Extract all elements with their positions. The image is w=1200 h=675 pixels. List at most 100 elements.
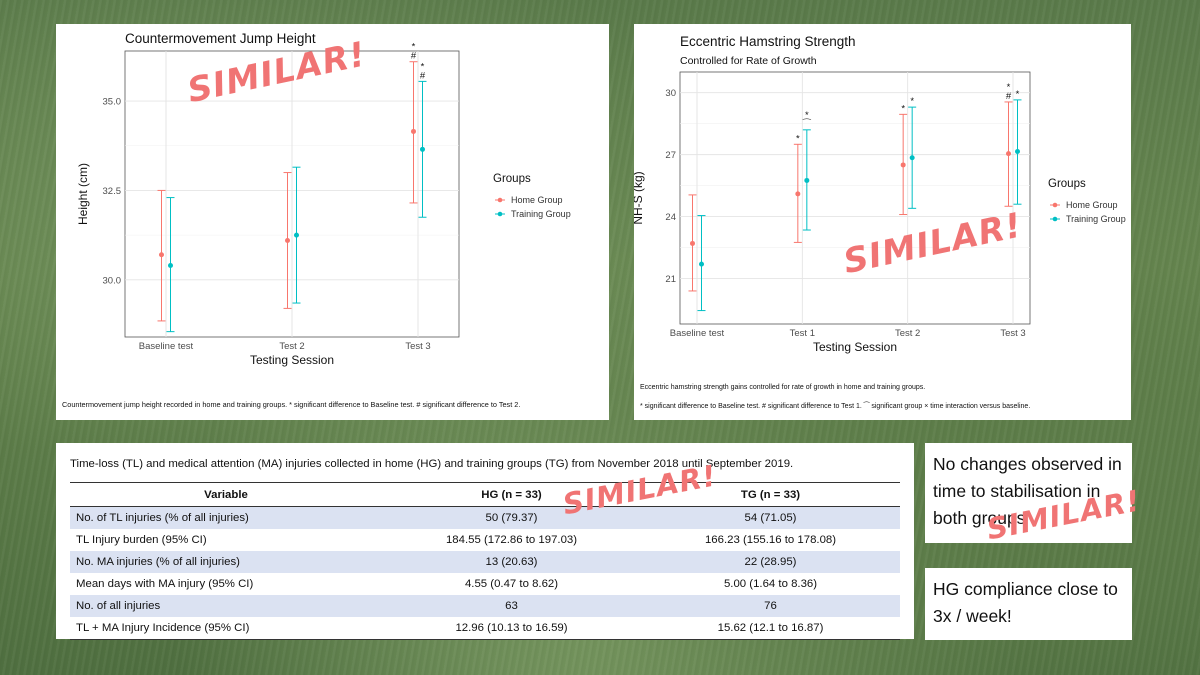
x-tick-label: Test 2 <box>895 328 920 339</box>
significance-mark: # <box>1006 91 1012 102</box>
data-point <box>690 240 695 246</box>
chart-title: Eccentric Hamstring Strength <box>680 34 856 49</box>
ehs-chart: Eccentric Hamstring Strength Controlled f… <box>634 34 1126 354</box>
data-point <box>1015 149 1020 155</box>
y-tick-label: 21 <box>665 274 676 285</box>
data-point <box>294 232 299 238</box>
significance-mark: * <box>1016 89 1020 100</box>
table-cell-tg: 5.00 (1.64 to 8.36) <box>723 578 818 590</box>
table-cell-tg: 54 (71.05) <box>641 506 900 529</box>
x-tick-label: Baseline test <box>139 341 194 352</box>
data-point <box>285 237 290 243</box>
data-point <box>699 261 704 267</box>
cmj-chart-panel: Countermovement Jump Height 30.0 32.5 35.0 B… <box>56 24 609 420</box>
table-row: Mean days with MA injury (95% CI) 4.55 (… <box>70 573 900 595</box>
injury-table: Variable HG (n = 33) TG (n = 33) No. of … <box>70 482 900 640</box>
table-cell-variable: No. MA injuries (% of all injuries) <box>70 551 382 573</box>
ehs-caption-2: * significant difference to Baseline tes… <box>640 403 1031 410</box>
x-tick-label: Baseline test <box>670 328 725 339</box>
x-axis-label: Testing Session <box>813 340 897 354</box>
table-row: No. MA injuries (% of all injuries) 13 (… <box>70 551 900 573</box>
significance-mark: # <box>411 51 417 62</box>
legend-entry: Training Group <box>511 209 571 219</box>
table-cell-variable: No. of all injuries <box>70 595 382 617</box>
table-cell-tg: 76 <box>641 595 900 617</box>
table-title: Time-loss (TL) and medical attention (MA… <box>70 458 794 470</box>
chart-title: Countermovement Jump Height <box>125 31 316 46</box>
table-cell-hg: 184.55 (172.86 to 197.03) <box>445 534 578 546</box>
data-point <box>411 128 416 134</box>
table-cell-hg: 50 (79.37) <box>382 506 641 529</box>
column-header-variable: Variable <box>70 482 382 507</box>
cmj-chart: Countermovement Jump Height 30.0 32.5 35.0 B… <box>76 31 571 367</box>
significance-mark: ⁀ <box>802 117 812 130</box>
ehs-caption-1: Eccentric hamstring strength gains contr… <box>640 384 926 391</box>
legend-swatch-point <box>497 197 503 203</box>
significance-mark: * <box>412 42 416 53</box>
table-cell-tg: 166.23 (155.16 to 178.08) <box>704 534 837 546</box>
table-cell-variable: TL Injury burden (95% CI) <box>76 534 207 546</box>
data-point <box>909 155 915 161</box>
legend-entry: Home Group <box>1066 200 1118 210</box>
x-tick-label: Test 3 <box>1000 328 1025 339</box>
data-point <box>1006 151 1011 157</box>
significance-mark: * <box>796 133 800 144</box>
y-axis-label: NH-S (kg) <box>634 171 645 224</box>
table-cell-variable: No. of TL injuries (% of all injuries) <box>70 506 382 529</box>
x-axis-label: Testing Session <box>250 353 334 367</box>
table-cell-hg: 63 <box>382 595 641 617</box>
plot-area <box>679 71 1031 325</box>
column-header-tg: TG (n = 33) <box>641 482 900 507</box>
table-cell-hg: 12.96 (10.13 to 16.59) <box>382 617 641 640</box>
data-point <box>900 162 906 168</box>
table-row: No. of all injuries 63 76 <box>70 595 900 617</box>
table-cell-tg: 15.62 (12.1 to 16.87) <box>641 617 900 640</box>
data-point <box>168 263 173 268</box>
y-tick-label: 30.0 <box>103 275 122 286</box>
table-cell-variable: TL + MA Injury Incidence (95% CI) <box>70 617 382 640</box>
table-row: TL + MA Injury Incidence (95% CI) 12.96 … <box>70 617 900 640</box>
table-cell-tg: 22 (28.95) <box>641 551 900 573</box>
legend-title: Groups <box>493 173 531 185</box>
x-tick-label: Test 2 <box>279 341 304 352</box>
compliance-note-panel: HG compliance close to 3x / week! <box>925 568 1132 640</box>
legend-title: Groups <box>1048 178 1086 190</box>
significance-mark: # <box>420 70 426 81</box>
y-tick-label: 24 <box>665 212 676 223</box>
significance-mark: * <box>901 103 905 114</box>
legend-swatch-point <box>497 211 503 217</box>
y-axis-label: Height (cm) <box>76 163 90 225</box>
table-row: No. of TL injuries (% of all injuries) 5… <box>70 506 900 529</box>
chart-subtitle: Controlled for Rate of Growth <box>680 55 817 67</box>
significance-mark: * <box>910 96 914 107</box>
data-point <box>420 146 425 152</box>
significance-mark: * <box>421 61 425 72</box>
y-tick-label: 32.5 <box>103 186 122 197</box>
data-point <box>804 177 810 183</box>
table-row: TL Injury burden (95% CI) 184.55 (172.86… <box>70 529 900 551</box>
compliance-note: HG compliance close to 3x / week! <box>933 579 1118 626</box>
legend-swatch-point <box>1052 216 1058 222</box>
stabilisation-note: No changes observed in time to stabilisa… <box>933 454 1122 528</box>
y-tick-label: 27 <box>665 150 676 161</box>
legend-swatch-point <box>1052 202 1058 208</box>
y-tick-label: 30 <box>665 88 676 99</box>
significance-mark: * <box>805 110 809 121</box>
significance-mark: * <box>1007 82 1011 93</box>
column-header-hg: HG (n = 33) <box>382 482 641 507</box>
stabilisation-note-panel: No changes observed in time to stabilisa… <box>925 443 1132 543</box>
legend-entry: Training Group <box>1066 214 1126 224</box>
data-point <box>159 252 164 258</box>
table-header-row: Variable HG (n = 33) TG (n = 33) <box>70 482 900 507</box>
cmj-caption: Countermovement jump height recorded in … <box>62 400 521 409</box>
legend-entry: Home Group <box>511 195 563 205</box>
table-cell-variable: Mean days with MA injury (95% CI) <box>76 578 254 590</box>
x-tick-label: Test 3 <box>405 341 430 352</box>
y-tick-label: 35.0 <box>103 97 122 108</box>
ehs-chart-panel: Eccentric Hamstring Strength Controlled f… <box>634 24 1131 420</box>
injury-table-panel: Time-loss (TL) and medical attention (MA… <box>56 443 914 640</box>
data-point <box>795 191 801 197</box>
x-tick-label: Test 1 <box>790 328 815 339</box>
table-cell-hg: 13 (20.63) <box>382 551 641 573</box>
table-cell-hg: 4.55 (0.47 to 8.62) <box>464 578 559 590</box>
